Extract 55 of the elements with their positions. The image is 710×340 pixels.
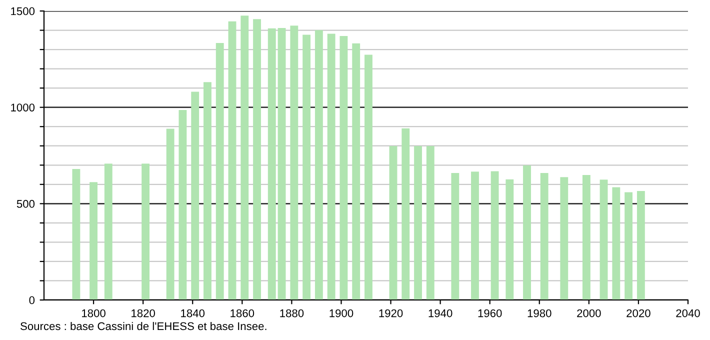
bar <box>204 82 212 300</box>
x-tick-label: 2000 <box>577 309 601 318</box>
bar <box>560 177 568 300</box>
y-tick-label: 1500 <box>11 7 35 16</box>
bar <box>624 192 633 300</box>
bar <box>389 146 398 300</box>
bar <box>471 172 479 300</box>
bar <box>523 165 531 300</box>
bar <box>72 168 80 300</box>
bar <box>104 164 112 300</box>
bar <box>636 190 645 300</box>
bar <box>216 42 224 300</box>
source-note: Sources : base Cassini de l'EHESS et base Insee. <box>20 322 266 330</box>
bar <box>142 164 150 300</box>
x-tick-label: 1880 <box>280 309 304 318</box>
x-tick-label: 2020 <box>626 309 650 318</box>
bar <box>253 19 261 300</box>
bar <box>582 174 590 300</box>
x-tick-label: 1800 <box>82 309 106 318</box>
x-tick-label: 1980 <box>528 309 552 318</box>
x-tick-label: 1840 <box>181 309 205 318</box>
x-tick-label: 1960 <box>478 309 502 318</box>
bar <box>240 16 249 300</box>
bar <box>327 34 336 300</box>
y-tick-label: 1000 <box>11 104 35 112</box>
x-tick-label: 1920 <box>379 309 403 318</box>
bar <box>540 173 548 300</box>
bar <box>314 30 323 300</box>
bar <box>426 146 434 300</box>
bar <box>506 179 514 300</box>
bar <box>364 54 372 300</box>
x-tick-label: 1900 <box>330 309 354 318</box>
bar <box>340 36 348 300</box>
bar <box>402 128 410 300</box>
x-tick-label: 2040 <box>676 309 700 318</box>
x-tick-label: 1820 <box>132 309 155 318</box>
bar <box>352 43 360 300</box>
x-tick-label: 1860 <box>230 309 254 318</box>
bar <box>178 110 187 300</box>
bar <box>90 182 98 300</box>
y-tick-label: 0 <box>29 296 35 304</box>
bar <box>166 128 174 300</box>
x-tick-label: 1940 <box>428 309 452 318</box>
bar <box>612 187 620 300</box>
bar <box>278 28 286 300</box>
bar <box>490 171 499 300</box>
bar <box>268 28 276 300</box>
bar <box>414 146 422 300</box>
bar <box>290 26 298 300</box>
y-tick-label: 500 <box>16 200 35 208</box>
bar <box>228 21 236 300</box>
bar <box>302 34 311 300</box>
bar <box>451 173 460 300</box>
bar <box>191 92 200 300</box>
bar <box>600 180 608 300</box>
